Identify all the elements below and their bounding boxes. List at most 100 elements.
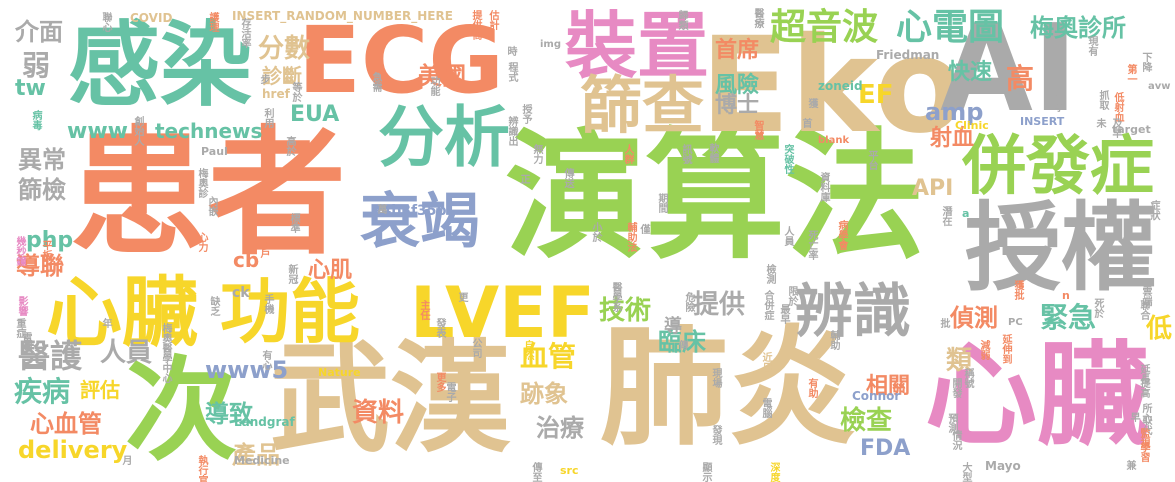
word: 介面 bbox=[15, 18, 63, 46]
word: 電子 bbox=[444, 382, 455, 402]
word: 跡象 bbox=[520, 380, 568, 408]
word: 軟體 bbox=[707, 143, 718, 163]
word: ck bbox=[232, 285, 250, 301]
word: 早 bbox=[1128, 412, 1139, 422]
word: 異常 bbox=[18, 146, 66, 174]
word: 導 bbox=[664, 316, 682, 337]
word: 輔助 bbox=[828, 330, 839, 350]
word: Medicine bbox=[234, 454, 290, 467]
word: 獲批 bbox=[1012, 280, 1023, 300]
word: 心肌 bbox=[308, 258, 353, 283]
word: 弱 bbox=[22, 49, 51, 82]
word: 主任 bbox=[418, 300, 429, 320]
word: FDA bbox=[860, 436, 911, 461]
word: 更 bbox=[456, 292, 467, 302]
word: 更多 bbox=[434, 372, 445, 392]
word: www bbox=[67, 119, 128, 144]
word: 超音波 bbox=[770, 7, 879, 48]
word: 大型 bbox=[960, 462, 971, 482]
word: 平台 bbox=[866, 150, 877, 170]
word: 高於 bbox=[284, 136, 295, 156]
word: 傳送 bbox=[562, 168, 573, 188]
word: 月 bbox=[120, 455, 131, 465]
word: AI bbox=[940, 0, 1078, 139]
word: 聯心 bbox=[100, 12, 111, 32]
word: 小於 bbox=[590, 222, 601, 242]
word: 心電圖 bbox=[896, 7, 1005, 48]
word: LVEF bbox=[410, 272, 595, 354]
word: 深度 bbox=[768, 462, 779, 482]
word: 梅奧診所 bbox=[1030, 14, 1126, 42]
word: 衰竭 bbox=[360, 187, 480, 257]
word: 合併症 bbox=[762, 290, 773, 320]
word: 突破性 bbox=[782, 144, 793, 174]
word: 分數 bbox=[258, 34, 311, 64]
word: 患者 bbox=[70, 113, 347, 274]
word: 第一 bbox=[1125, 64, 1136, 84]
word: Eko bbox=[700, 9, 966, 163]
word: 症狀 bbox=[1148, 200, 1159, 220]
word: 資料 bbox=[352, 398, 405, 428]
word: 最早 bbox=[778, 304, 789, 324]
word: 開發 bbox=[950, 378, 961, 398]
word: 武漢 bbox=[270, 330, 510, 469]
word: 估計 bbox=[487, 10, 498, 30]
word: 護理 bbox=[207, 12, 218, 32]
word: 醫學 bbox=[1052, 92, 1063, 112]
word: 用戶 bbox=[258, 238, 269, 258]
word: src bbox=[560, 464, 579, 477]
word: API bbox=[912, 176, 954, 201]
word: 預測 bbox=[946, 413, 957, 433]
word: 延長 bbox=[1138, 364, 1149, 384]
word: 有助 bbox=[806, 378, 817, 398]
word: 發現 bbox=[710, 425, 721, 445]
word: 等於 bbox=[290, 82, 301, 102]
word: 疾病 bbox=[14, 375, 71, 408]
word: 近日 bbox=[760, 352, 771, 372]
word: php bbox=[26, 228, 74, 253]
word: Landgraf bbox=[234, 415, 295, 429]
word: 訊號 bbox=[680, 144, 691, 164]
word: 下降 bbox=[1140, 52, 1151, 72]
word: 快速 bbox=[948, 60, 993, 85]
word: 病學會 bbox=[836, 220, 847, 250]
word: 提供 bbox=[693, 290, 746, 320]
word: a bbox=[962, 207, 970, 220]
word: 導致 bbox=[205, 400, 253, 428]
word: 死於 bbox=[1092, 298, 1103, 318]
word: 篩查 bbox=[580, 69, 705, 142]
word: 醫護 bbox=[18, 337, 83, 375]
word: 有心 bbox=[260, 350, 271, 370]
word: 功能 bbox=[428, 76, 439, 96]
word: 醫療 bbox=[752, 8, 763, 28]
word: PC bbox=[1008, 317, 1023, 328]
word: 肺炎 bbox=[600, 314, 857, 463]
word: 緊急 bbox=[1040, 301, 1097, 334]
word: 次 bbox=[125, 346, 237, 476]
word: 發表 bbox=[434, 318, 445, 338]
word: 博士 bbox=[715, 93, 760, 118]
word: 提高 bbox=[1138, 378, 1149, 398]
word: href bbox=[262, 87, 290, 101]
word: 利用 bbox=[262, 108, 273, 128]
word: www5 bbox=[205, 356, 289, 384]
word: amp bbox=[925, 98, 984, 126]
word: 功能 bbox=[220, 271, 360, 353]
word: 公司 bbox=[470, 338, 481, 358]
word: 所心 bbox=[1140, 403, 1151, 423]
word: Clinic bbox=[955, 119, 989, 132]
word: Nature bbox=[318, 366, 361, 379]
word: 裝置 bbox=[565, 4, 710, 88]
word: 內嵌 bbox=[206, 196, 217, 216]
word: 影響 bbox=[16, 296, 27, 316]
word: 程式 bbox=[506, 62, 517, 82]
word: 限於 bbox=[786, 286, 797, 306]
word: 正 bbox=[518, 174, 529, 184]
word: 幾秒鐘 bbox=[14, 236, 25, 266]
word: 授權 bbox=[965, 192, 1157, 304]
word: 電圖 bbox=[20, 332, 31, 352]
word: 稱號 bbox=[962, 368, 973, 388]
word: 智慧 bbox=[752, 120, 763, 140]
word: 聯合 bbox=[1138, 300, 1149, 320]
word: 類 bbox=[946, 346, 973, 376]
